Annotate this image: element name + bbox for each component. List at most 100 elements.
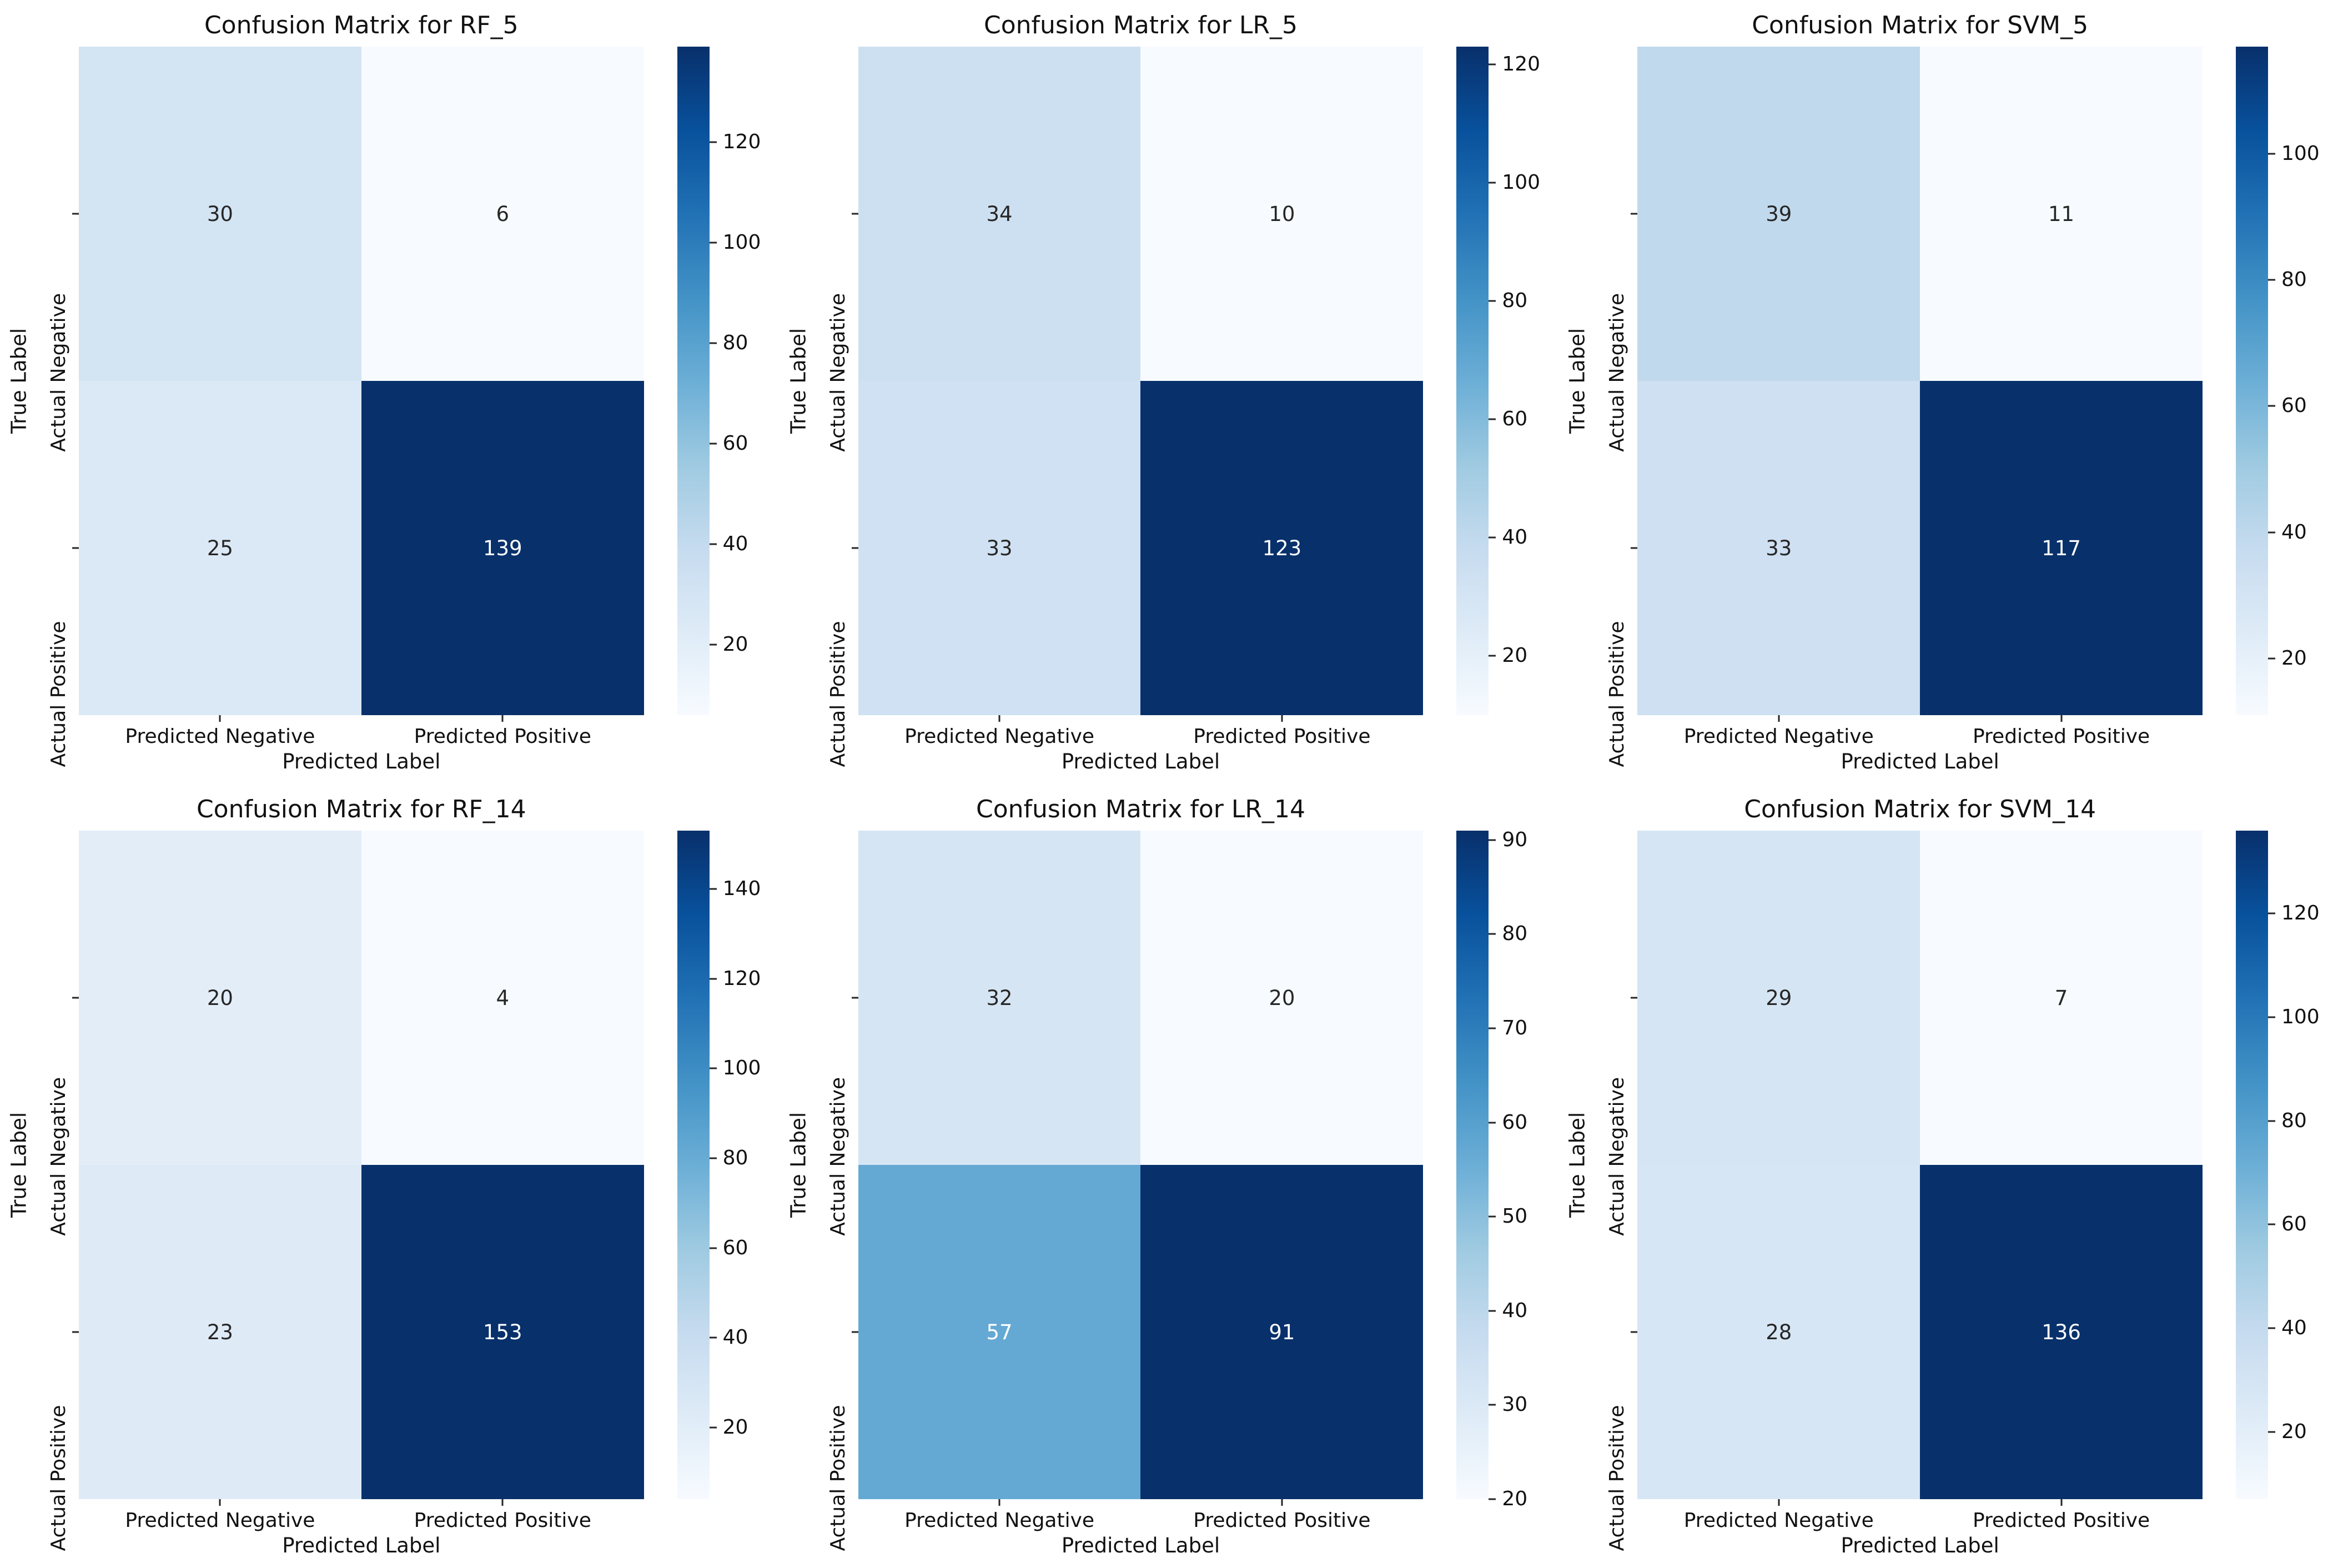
colorbar-tick-mark — [709, 1157, 717, 1159]
x-tick-mark — [501, 715, 504, 722]
y-tick-label: Actual Negative — [826, 1077, 849, 1236]
x-tick-label: Predicted Negative — [125, 1509, 315, 1532]
x-axis-label: Predicted Label — [282, 1534, 441, 1557]
heatmap: 39 11 33 117 — [1637, 47, 2203, 715]
colorbar-tick-mark — [709, 978, 717, 980]
heatmap: 20 4 23 153 — [79, 831, 644, 1499]
cell-value: 7 — [2054, 986, 2068, 1010]
colorbar-tick-mark — [2267, 531, 2275, 534]
colorbar-tick-label: 80 — [1502, 922, 1528, 946]
y-tick-mark — [1631, 547, 1638, 549]
x-tick-labels: Predicted Negative Predicted Positive — [858, 1499, 1424, 1532]
y-tick-labels: Actual Negative Actual Positive — [34, 831, 79, 1551]
x-axis-label: Predicted Label — [1061, 750, 1220, 773]
x-tick-label: Predicted Negative — [904, 725, 1095, 748]
colorbar-tick-mark — [1489, 1498, 1496, 1500]
confusion-matrix-panel: Confusion Matrix for LR_5 True Label Actua… — [780, 0, 1559, 784]
colorbar-tick-label: 80 — [1502, 289, 1528, 313]
colorbar-gradient — [677, 831, 710, 1499]
y-tick-label: Actual Negative — [1606, 1077, 1629, 1236]
colorbar — [1456, 47, 1496, 715]
colorbar-tick-mark — [2267, 279, 2275, 281]
y-tick-mark — [72, 1331, 79, 1333]
panel-title: Confusion Matrix for RF_5 — [204, 11, 519, 39]
colorbar-tick-label: 40 — [722, 532, 748, 556]
x-tick-labels: Predicted Negative Predicted Positive — [79, 1499, 644, 1532]
colorbar-tick-label: 140 — [722, 877, 761, 900]
heatmap: 29 7 28 136 — [1637, 831, 2203, 1499]
heatmap-cell: 32 — [858, 831, 1141, 1165]
y-tick-mark — [72, 547, 79, 549]
colorbar-tick-label: 20 — [722, 1415, 748, 1439]
cell-value: 57 — [986, 1320, 1013, 1344]
colorbar-tick-label: 100 — [2281, 142, 2320, 165]
cell-value: 11 — [2048, 202, 2075, 226]
cell-value: 6 — [496, 202, 510, 226]
colorbar — [1456, 831, 1496, 1500]
heatmap-cell: 33 — [1637, 381, 1920, 715]
cell-value: 30 — [207, 202, 233, 226]
colorbar-tick-label: 60 — [2281, 1213, 2307, 1236]
heatmap-cell: 7 — [1920, 831, 2203, 1165]
x-tick-label: Predicted Negative — [1683, 725, 1874, 748]
cell-value: 20 — [207, 986, 233, 1010]
heatmap-cell: 57 — [858, 1165, 1141, 1499]
colorbar-tick-mark — [709, 1247, 717, 1249]
cell-value: 123 — [1262, 536, 1302, 560]
colorbar-tick-label: 100 — [722, 1057, 761, 1080]
colorbar-tick-label: 30 — [1502, 1393, 1528, 1416]
colorbar-tick-label: 100 — [722, 231, 761, 254]
cell-value: 32 — [986, 986, 1013, 1010]
heatmap-cell: 23 — [79, 1165, 361, 1499]
x-axis-label: Predicted Label — [1061, 1534, 1220, 1557]
heatmap-cell: 10 — [1140, 47, 1424, 381]
colorbar-tick-label: 40 — [1502, 526, 1528, 549]
colorbar-tick-label: 60 — [1502, 1110, 1528, 1134]
heatmap-cell: 11 — [1920, 47, 2203, 381]
cell-value: 33 — [1766, 536, 1792, 560]
y-tick-labels: Actual Negative Actual Positive — [1593, 47, 1638, 767]
panel-title: Confusion Matrix for SVM_14 — [1744, 795, 2096, 823]
colorbar-tick-label: 60 — [722, 1236, 748, 1259]
confusion-matrix-panel: Confusion Matrix for SVM_14 True Label Act… — [1558, 784, 2338, 1568]
heatmap: 30 6 25 139 — [79, 47, 644, 715]
y-tick-mark — [1631, 213, 1638, 215]
heatmap-cell: 25 — [79, 381, 361, 715]
colorbar-tick-mark — [709, 342, 717, 344]
heatmap-cell: 28 — [1637, 1165, 1920, 1499]
y-axis-label: True Label — [1565, 1112, 1590, 1218]
heatmap-cell: 34 — [858, 47, 1141, 381]
colorbar — [677, 831, 717, 1499]
y-tick-label: Actual Positive — [1606, 621, 1629, 767]
panel-title: Confusion Matrix for RF_14 — [196, 795, 526, 823]
colorbar-tick-label: 70 — [1502, 1017, 1528, 1040]
colorbar-tick-label: 20 — [1502, 644, 1528, 667]
panel-title: Confusion Matrix for LR_14 — [976, 795, 1305, 823]
colorbar-tick-mark — [1489, 839, 1496, 841]
colorbar-tick-mark — [1489, 1122, 1496, 1124]
x-tick-label: Predicted Negative — [1683, 1509, 1874, 1532]
colorbar-tick-label: 60 — [722, 432, 748, 455]
y-tick-labels: Actual Negative Actual Positive — [34, 47, 79, 767]
colorbar-tick-label: 80 — [722, 331, 748, 355]
cell-value: 34 — [986, 202, 1013, 226]
colorbar-tick-mark — [1489, 1310, 1496, 1312]
y-axis-label: True Label — [786, 1112, 811, 1218]
colorbar-tick-mark — [1489, 418, 1496, 420]
heatmap-cell: 136 — [1920, 1165, 2203, 1499]
colorbar-tick-mark — [2267, 405, 2275, 407]
colorbar-tick-label: 20 — [1502, 1487, 1528, 1510]
cell-value: 29 — [1766, 986, 1792, 1010]
cell-value: 136 — [2042, 1320, 2081, 1344]
colorbar-tick-mark — [709, 644, 717, 646]
colorbar-tick-mark — [2267, 1223, 2275, 1225]
y-tick-labels: Actual Negative Actual Positive — [814, 831, 858, 1551]
colorbar-tick-label: 60 — [1502, 408, 1528, 431]
y-tick-mark — [851, 997, 858, 999]
heatmap: 32 20 57 91 — [858, 831, 1424, 1499]
colorbar-gradient — [1456, 831, 1489, 1499]
colorbar-tick-mark — [709, 242, 717, 244]
confusion-matrix-panel: Confusion Matrix for LR_14 True Label Actu… — [780, 784, 1559, 1568]
x-tick-label: Predicted Positive — [414, 1509, 591, 1532]
colorbar-tick-mark — [1489, 933, 1496, 935]
